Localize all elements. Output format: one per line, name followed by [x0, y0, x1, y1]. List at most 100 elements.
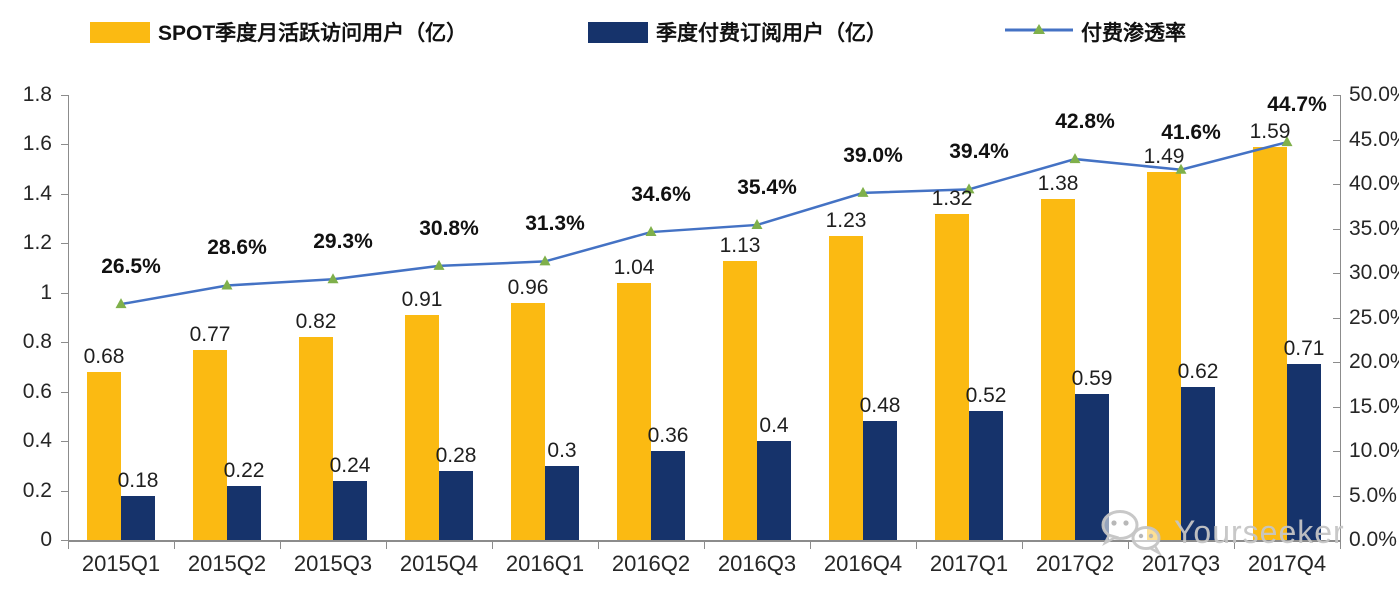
left-axis-tick — [61, 441, 68, 443]
x-axis-tick — [1128, 542, 1129, 549]
left-axis-tick — [61, 490, 68, 492]
left-axis-tick — [61, 144, 68, 146]
subscribers-value-label: 0.59 — [1071, 367, 1113, 391]
right-axis-tick — [1333, 273, 1340, 274]
subscribers-bar — [1181, 386, 1215, 540]
penetration-pct-label: 34.6% — [631, 183, 691, 207]
x-axis-category-label: 2016Q3 — [717, 551, 797, 576]
subscribers-value-label: 0.3 — [547, 438, 577, 462]
mau-bar — [723, 260, 757, 540]
penetration-pct-label: 44.7% — [1267, 93, 1327, 117]
subscribers-bar — [227, 485, 261, 540]
subscribers-bar — [969, 411, 1003, 540]
subscribers-bar — [439, 470, 473, 540]
mau-value-label: 1.59 — [1249, 119, 1291, 143]
subscribers-value-label: 0.71 — [1283, 337, 1325, 361]
subscribers-value-label: 0.48 — [859, 394, 901, 418]
mau-bar — [935, 213, 969, 540]
x-axis-tick — [174, 542, 175, 549]
left-axis-tick-label: 0.6 — [22, 379, 52, 403]
mau-bar — [829, 235, 863, 540]
subscribers-bar — [545, 465, 579, 540]
right-axis-tick — [1333, 362, 1340, 363]
penetration-pct-label: 26.5% — [101, 255, 161, 279]
right-axis-tick-label: 0.0% — [1349, 528, 1397, 551]
left-axis-tick-label: 1.2 — [22, 231, 52, 255]
right-axis-tick — [1333, 228, 1340, 230]
right-axis-tick — [1333, 540, 1340, 541]
mau-bar — [511, 302, 545, 540]
left-axis-tick — [61, 391, 68, 393]
x-axis-tick — [598, 542, 599, 549]
x-axis-tick — [492, 542, 493, 549]
mau-value-label: 0.68 — [83, 344, 125, 368]
x-axis-tick — [1022, 542, 1023, 549]
penetration-pct-label: 42.8% — [1055, 110, 1115, 134]
right-axis-tick-label: 30.0% — [1349, 261, 1399, 284]
right-axis-tick — [1333, 451, 1340, 452]
right-axis-tick — [1333, 406, 1340, 408]
penetration-marker-icon — [539, 255, 551, 266]
penetration-marker-icon — [751, 218, 763, 229]
right-axis-tick — [1333, 184, 1340, 185]
penetration-marker-icon — [857, 186, 869, 197]
penetration-pct-label: 28.6% — [207, 236, 267, 260]
penetration-marker-icon — [115, 298, 127, 309]
mau-bar — [617, 282, 651, 540]
right-axis-tick-label: 40.0% — [1349, 172, 1399, 195]
left-axis-tick-label: 1 — [40, 280, 52, 304]
penetration-pct-label: 39.4% — [949, 140, 1009, 164]
right-axis-tick-label: 10.0% — [1349, 439, 1399, 462]
right-axis-tick — [1333, 317, 1340, 319]
x-axis-tick — [386, 542, 387, 549]
right-axis-tick-label: 50.0% — [1349, 83, 1399, 106]
mau-bar-swatch-icon — [90, 21, 150, 43]
penetration-pct-label: 29.3% — [313, 230, 373, 254]
x-axis-category-label: 2016Q2 — [611, 551, 691, 576]
legend-label-mau: SPOT季度月活跃访问用户（亿） — [158, 22, 468, 45]
penetration-pct-label: 30.8% — [419, 216, 479, 240]
subscribers-value-label: 0.24 — [329, 453, 371, 477]
subscribers-bar — [1075, 394, 1109, 540]
mau-bar — [1147, 171, 1181, 540]
right-axis-tick-label: 25.0% — [1349, 305, 1399, 329]
penetration-marker-icon — [1069, 153, 1081, 164]
mau-bar — [87, 371, 121, 540]
watermark-text: Yourseeker — [1174, 513, 1345, 550]
left-axis-line — [68, 95, 69, 540]
x-axis-line — [68, 540, 1341, 542]
line-marker-swatch-icon — [1005, 22, 1073, 43]
subscribers-value-label: 0.18 — [117, 468, 159, 492]
right-axis-tick-label: 15.0% — [1349, 394, 1399, 418]
legend-item-penetration: 付费渗透率 — [1005, 16, 1186, 48]
mau-value-label: 0.82 — [295, 310, 337, 334]
subscribers-bar — [757, 441, 791, 540]
subscribers-bar — [121, 495, 155, 540]
x-axis-tick — [1234, 542, 1235, 549]
mau-value-label: 0.96 — [507, 275, 549, 299]
subscribers-value-label: 0.28 — [435, 443, 477, 467]
mau-value-label: 0.77 — [189, 322, 231, 346]
subscribers-bar — [1287, 364, 1321, 540]
mau-bar — [193, 349, 227, 540]
left-axis-tick — [61, 243, 68, 245]
mau-value-label: 1.13 — [719, 233, 761, 257]
left-axis-tick-label: 1.8 — [22, 83, 52, 106]
subscribers-value-label: 0.52 — [965, 384, 1007, 408]
x-axis-tick — [704, 542, 705, 549]
left-axis-tick — [61, 292, 68, 294]
left-axis-tick — [61, 342, 68, 344]
x-axis-category-label: 2015Q3 — [293, 551, 373, 576]
mau-value-label: 0.91 — [401, 288, 443, 312]
penetration-pct-label: 31.3% — [525, 212, 585, 236]
left-axis-tick-label: 1.4 — [22, 181, 52, 205]
mau-value-label: 1.49 — [1143, 144, 1185, 168]
mau-value-label: 1.04 — [613, 255, 655, 279]
subscribers-bar — [651, 451, 685, 540]
x-axis-category-label: 2017Q2 — [1035, 551, 1115, 576]
x-axis-category-label: 2017Q4 — [1247, 551, 1327, 576]
left-axis-tick — [61, 540, 68, 541]
penetration-line-path — [120, 140, 1288, 306]
subscribers-bar — [863, 421, 897, 540]
